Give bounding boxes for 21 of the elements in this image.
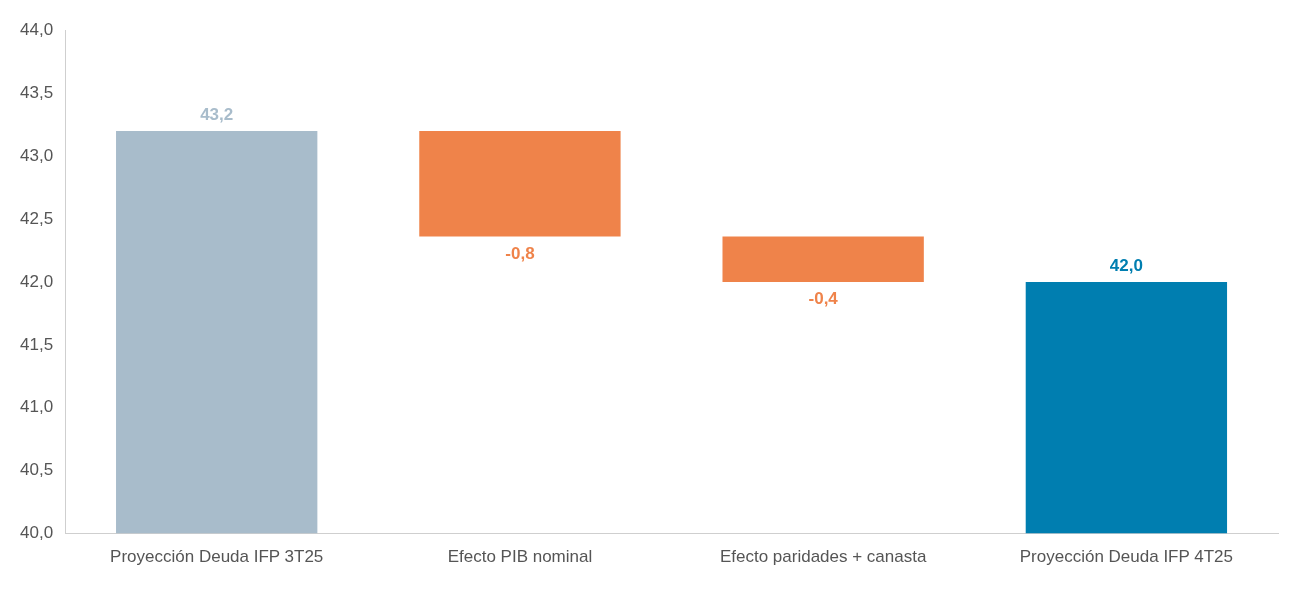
bar — [722, 236, 924, 282]
data-label: 43,2 — [200, 105, 234, 125]
bar — [116, 130, 318, 534]
x-tick-label: Efecto paridades + canasta — [719, 547, 927, 567]
x-tick-label: Efecto PIB nominal — [447, 547, 593, 567]
y-tick-label: 42,0 — [19, 271, 54, 291]
x-tick-label: Proyección Deuda IFP 3T25 — [110, 547, 324, 567]
y-tick-label: 43,0 — [19, 145, 54, 165]
data-label: 42,0 — [1109, 256, 1143, 276]
bar — [1025, 281, 1228, 534]
y-tick-label: 44,0 — [19, 19, 54, 39]
y-tick-label: 41,0 — [19, 397, 54, 417]
data-label: -0,4 — [808, 289, 839, 309]
y-tick-label: 40,0 — [19, 523, 54, 543]
x-tick-label: Proyección Deuda IFP 4T25 — [1019, 547, 1234, 567]
data-label: -0,8 — [505, 243, 535, 263]
y-tick-label: 40,5 — [19, 460, 54, 480]
y-tick-label: 42,5 — [19, 208, 54, 228]
bar — [419, 130, 621, 237]
y-tick-label: 41,5 — [19, 334, 54, 354]
y-tick-label: 43,5 — [19, 82, 54, 102]
